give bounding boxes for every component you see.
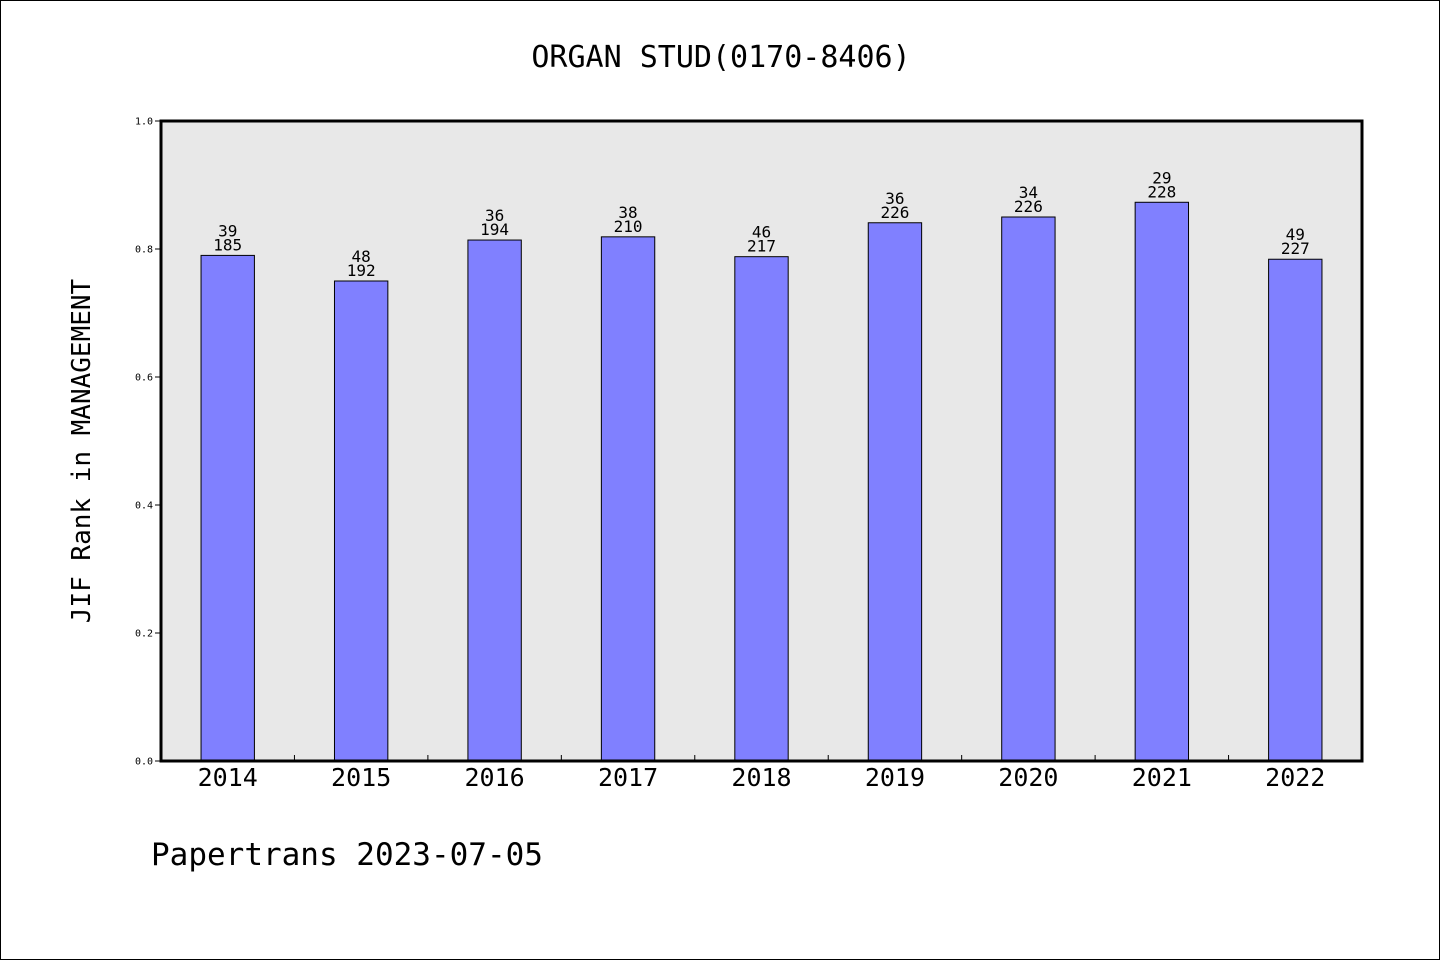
bar-2022 bbox=[1268, 258, 1323, 762]
bar-total-label: 228 bbox=[1147, 182, 1176, 201]
x-tick-label: 2021 bbox=[1132, 763, 1192, 792]
bar-2021 bbox=[1134, 201, 1190, 762]
y-tick-label: 0.6 bbox=[135, 373, 153, 384]
bar-rank-label: 34 bbox=[1019, 183, 1038, 202]
y-tick-label: 0.8 bbox=[135, 245, 153, 256]
y-tick-label: 0.2 bbox=[135, 629, 153, 640]
bar-2017 bbox=[600, 236, 656, 762]
footer-source-date: Papertrans 2023-07-05 bbox=[151, 837, 543, 873]
y-tick-label: 1.0 bbox=[135, 117, 153, 128]
plot-border bbox=[159, 119, 1364, 763]
x-tick-label: 2017 bbox=[598, 763, 658, 792]
x-tick-label: 2016 bbox=[465, 763, 525, 792]
x-tick-label: 2015 bbox=[331, 763, 391, 792]
bar-rank-label: 39 bbox=[218, 221, 237, 240]
bar-2020 bbox=[1001, 216, 1056, 762]
bar-total-label: 210 bbox=[614, 217, 643, 236]
chart-title: ORGAN STUD(0170-8406) bbox=[531, 40, 910, 75]
bar-rank-label: 36 bbox=[885, 189, 904, 208]
y-axis-label: JIF Rank in MANAGEMENT bbox=[67, 278, 97, 623]
bar-2019 bbox=[867, 222, 923, 762]
y-axis: 0.0 0.2 0.4 0.6 0.8 1.0 bbox=[135, 117, 161, 768]
bar-total-label: 185 bbox=[213, 235, 242, 254]
bar-rank-label: 49 bbox=[1286, 225, 1305, 244]
bar-total-label: 194 bbox=[480, 220, 509, 239]
x-tick-label: 2019 bbox=[865, 763, 925, 792]
bar-total-label: 226 bbox=[880, 203, 909, 222]
y-tick-label: 0.4 bbox=[135, 501, 153, 512]
bar-rank-label: 38 bbox=[618, 203, 637, 222]
y-tick-label: 0.0 bbox=[135, 757, 153, 768]
x-tick-label: 2014 bbox=[198, 763, 258, 792]
bar-rank-label: 48 bbox=[352, 247, 371, 266]
bar-2018 bbox=[734, 256, 789, 762]
bar-2016 bbox=[467, 239, 522, 762]
x-tick-label: 2018 bbox=[731, 763, 791, 792]
x-axis: 2014 2015 2016 2017 2018 2019 2020 2021 2022 bbox=[198, 755, 1325, 792]
bar-total-label: 226 bbox=[1014, 197, 1043, 216]
bar-total-label: 227 bbox=[1281, 239, 1310, 258]
x-tick-label: 2020 bbox=[998, 763, 1058, 792]
bar-rank-label: 29 bbox=[1152, 168, 1171, 187]
bar-total-label: 192 bbox=[347, 261, 376, 280]
bar-rank-label: 46 bbox=[752, 223, 771, 242]
bar-total-label: 217 bbox=[747, 237, 776, 256]
x-tick-label: 2022 bbox=[1265, 763, 1325, 792]
bar-2015 bbox=[333, 280, 389, 762]
bar-2014 bbox=[200, 254, 255, 762]
bar-rank-label: 36 bbox=[485, 206, 504, 225]
